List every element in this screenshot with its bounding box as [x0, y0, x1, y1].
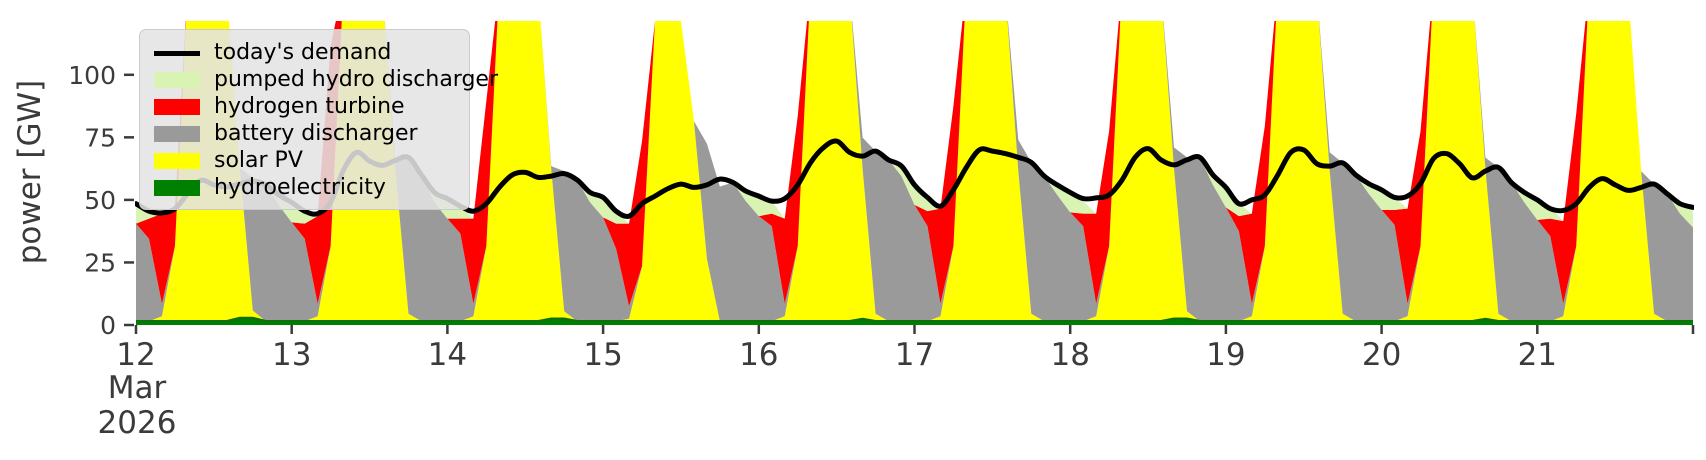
legend-label: pumped hydro discharger [214, 67, 499, 92]
x-axis-year: 2026 [97, 405, 177, 441]
legend-label: battery discharger [214, 121, 418, 146]
demand-line-swatch-icon [154, 50, 200, 56]
hydrogen-turbine-swatch-icon [154, 99, 200, 115]
x-tick-label: 19 [1206, 337, 1245, 373]
legend-item-battery-discharger: battery discharger [154, 122, 457, 146]
x-tick-label: 17 [895, 337, 934, 373]
y-tick-label: 25 [84, 248, 116, 277]
y-axis-label: power [GW] [12, 79, 48, 265]
x-tick-label: 15 [583, 337, 622, 373]
x-tick-label: 18 [1050, 337, 1089, 373]
hydro-edge-line [136, 316, 1693, 323]
legend-item-hydrogen-turbine: hydrogen turbine [154, 95, 457, 119]
x-tick-label: 13 [272, 337, 311, 373]
legend-label: today's demand [214, 40, 392, 65]
y-tick-label: 50 [84, 186, 116, 215]
pumped-hydro-swatch-icon [154, 72, 200, 88]
legend-item-solar-pv: solar PV [154, 149, 457, 173]
y-tick-label: 100 [68, 61, 116, 90]
y-tick-label: 0 [100, 311, 116, 340]
x-tick-label: 20 [1362, 337, 1401, 373]
battery-swatch-icon [154, 126, 200, 142]
legend-item-todays-demand: today's demand [154, 41, 457, 65]
solar-pv-swatch-icon [154, 153, 200, 169]
x-tick-label: 21 [1518, 337, 1557, 373]
x-axis-month: Mar [107, 370, 167, 406]
legend-item-pumped-hydro-discharger: pumped hydro discharger [154, 68, 498, 92]
legend-label: hydroelectricity [214, 175, 386, 200]
hydroelectricity-swatch-icon [154, 180, 200, 196]
legend-label: hydrogen turbine [214, 94, 405, 119]
x-tick-label: 14 [428, 337, 467, 373]
x-tick-label: 12 [116, 337, 155, 373]
y-tick-label: 75 [84, 123, 116, 152]
legend-label: solar PV [214, 148, 303, 173]
x-tick-label: 16 [739, 337, 778, 373]
legend: today's demand pumped hydro discharger h… [139, 29, 498, 210]
area-battery-discharger [136, 21, 1693, 322]
x-axis-date-annotation: Mar 2026 [98, 371, 177, 441]
area-solar-PV [136, 21, 1693, 322]
legend-item-hydroelectricity: hydroelectricity [154, 176, 457, 200]
